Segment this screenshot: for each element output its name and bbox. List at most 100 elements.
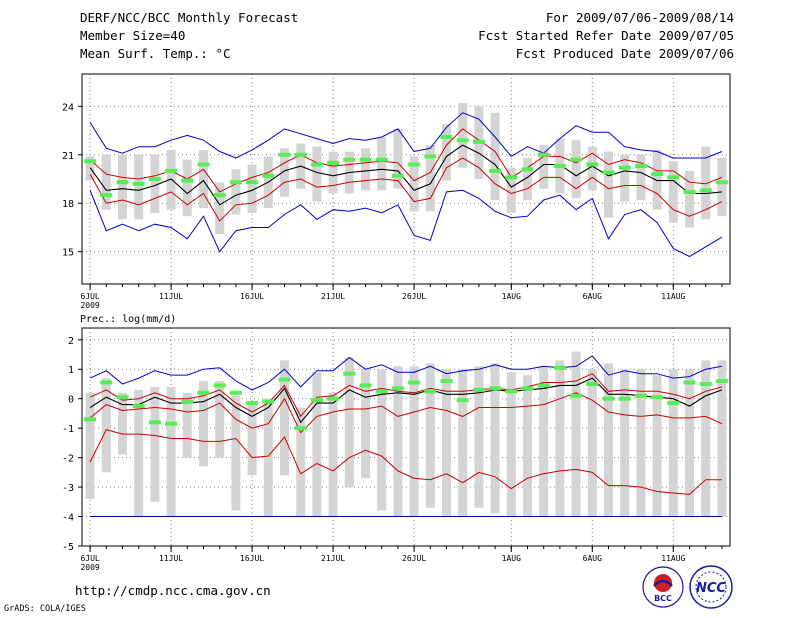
spread-box (604, 363, 613, 517)
spread-box (361, 148, 370, 191)
ensemble-mark (229, 390, 242, 395)
x-tick-label: 11AUG (661, 292, 685, 301)
spread-box (118, 392, 127, 455)
spread-box (636, 369, 646, 517)
forecast-produced-date: Fcst Produced Date 2009/07/06 (515, 46, 734, 61)
ensemble-mark (456, 138, 469, 143)
spread-box (101, 378, 111, 473)
ensemble-mark (715, 180, 728, 185)
variable-label: Mean Surf. Temp.: °C (80, 46, 231, 61)
ensemble-mark (246, 180, 259, 185)
ensemble-mark (116, 395, 129, 400)
spread-box (409, 156, 419, 212)
ensemble-mark (456, 398, 469, 403)
spread-box (377, 137, 387, 191)
ncc-logo-inner-ring (695, 571, 727, 603)
x-tick-label: 26JUL (402, 292, 426, 301)
spread-box (328, 151, 338, 194)
series-max-line (89, 355, 722, 391)
spread-box (668, 369, 678, 517)
ensemble-mark (505, 175, 518, 180)
series-spread_upper-line (89, 373, 723, 418)
y-tick-label: 0 (68, 395, 74, 406)
ncc-logo: NCC (689, 565, 733, 609)
ensemble-mark (424, 154, 437, 159)
ensemble-mark (391, 173, 404, 178)
spread-box (215, 381, 225, 458)
spread-box (166, 386, 176, 517)
ensemble-mark (100, 380, 113, 385)
spread-box (523, 158, 532, 200)
spread-box (442, 124, 451, 181)
ensemble-mark (667, 401, 680, 406)
ensemble-mark (100, 193, 113, 198)
ensemble-mark (359, 157, 372, 162)
series-mean-line (89, 377, 723, 424)
spread-box (134, 389, 144, 517)
spread-box (231, 395, 241, 511)
spread-box (490, 112, 500, 200)
ensemble-mark (408, 162, 421, 167)
ensemble-mark (148, 420, 161, 425)
bcc-logo-text: BCC (654, 594, 672, 603)
y-tick-label: -3 (62, 483, 74, 494)
ensemble-mark (148, 177, 161, 181)
ensemble-mark (310, 162, 323, 167)
spread-box (685, 369, 694, 517)
ensemble-mark (391, 386, 404, 391)
ensemble-mark (132, 181, 145, 186)
y-tick-label: 24 (62, 102, 74, 113)
ensemble-mark (521, 167, 534, 172)
ensemble-mark (197, 390, 210, 395)
x-tick-label: 21JUL (321, 554, 345, 563)
spread-box (717, 360, 727, 517)
spread-box (425, 145, 435, 212)
ensemble-mark (132, 404, 145, 409)
grads-credit: GrADS: COLA/IGES (4, 604, 86, 614)
ensemble-mark (521, 386, 534, 391)
member-size: Member Size=40 (80, 28, 186, 43)
ensemble-mark (181, 399, 194, 404)
plot-frame (81, 73, 731, 285)
y-tick-label: -1 (62, 424, 74, 435)
ensemble-mark (229, 180, 242, 185)
spread-box (134, 154, 144, 220)
spread-box (523, 375, 532, 517)
ensemble-mark (570, 393, 583, 398)
y-tick-label: -2 (62, 454, 74, 465)
spread-box (393, 128, 403, 189)
x-tick-label: 11JUL (159, 292, 183, 301)
spread-box (571, 351, 581, 517)
ensemble-mark (375, 389, 388, 394)
series-min-line (89, 189, 723, 258)
x-tick-label: 6JUL (80, 554, 99, 563)
spread-box (668, 161, 678, 223)
spread-box (587, 146, 597, 191)
ensemble-mark (683, 189, 696, 194)
spread-box (199, 149, 208, 209)
ensemble-mark (489, 386, 502, 391)
spread-box (685, 170, 694, 228)
spread-box (182, 159, 192, 217)
series-min-line (89, 429, 722, 495)
x-tick-label: 6AUG (583, 292, 602, 301)
spread-box (442, 369, 451, 517)
spread-box (150, 154, 160, 213)
spread-box (474, 366, 484, 508)
ensemble-mark (602, 396, 615, 401)
spread-box (652, 375, 662, 517)
ensemble-mark (553, 164, 566, 169)
spread-box (296, 407, 306, 517)
spread-box (361, 369, 370, 479)
spread-box (393, 366, 403, 517)
x-tick-label: 26JUL (402, 554, 426, 563)
spread-box (118, 154, 127, 220)
spread-box (620, 369, 630, 517)
spread-box (182, 392, 192, 458)
x-tick-label: 1AUG (502, 554, 521, 563)
ncc-logo-text: NCC (696, 581, 726, 596)
spread-box (490, 363, 500, 514)
spread-box (506, 167, 516, 213)
spread-box (571, 140, 581, 199)
